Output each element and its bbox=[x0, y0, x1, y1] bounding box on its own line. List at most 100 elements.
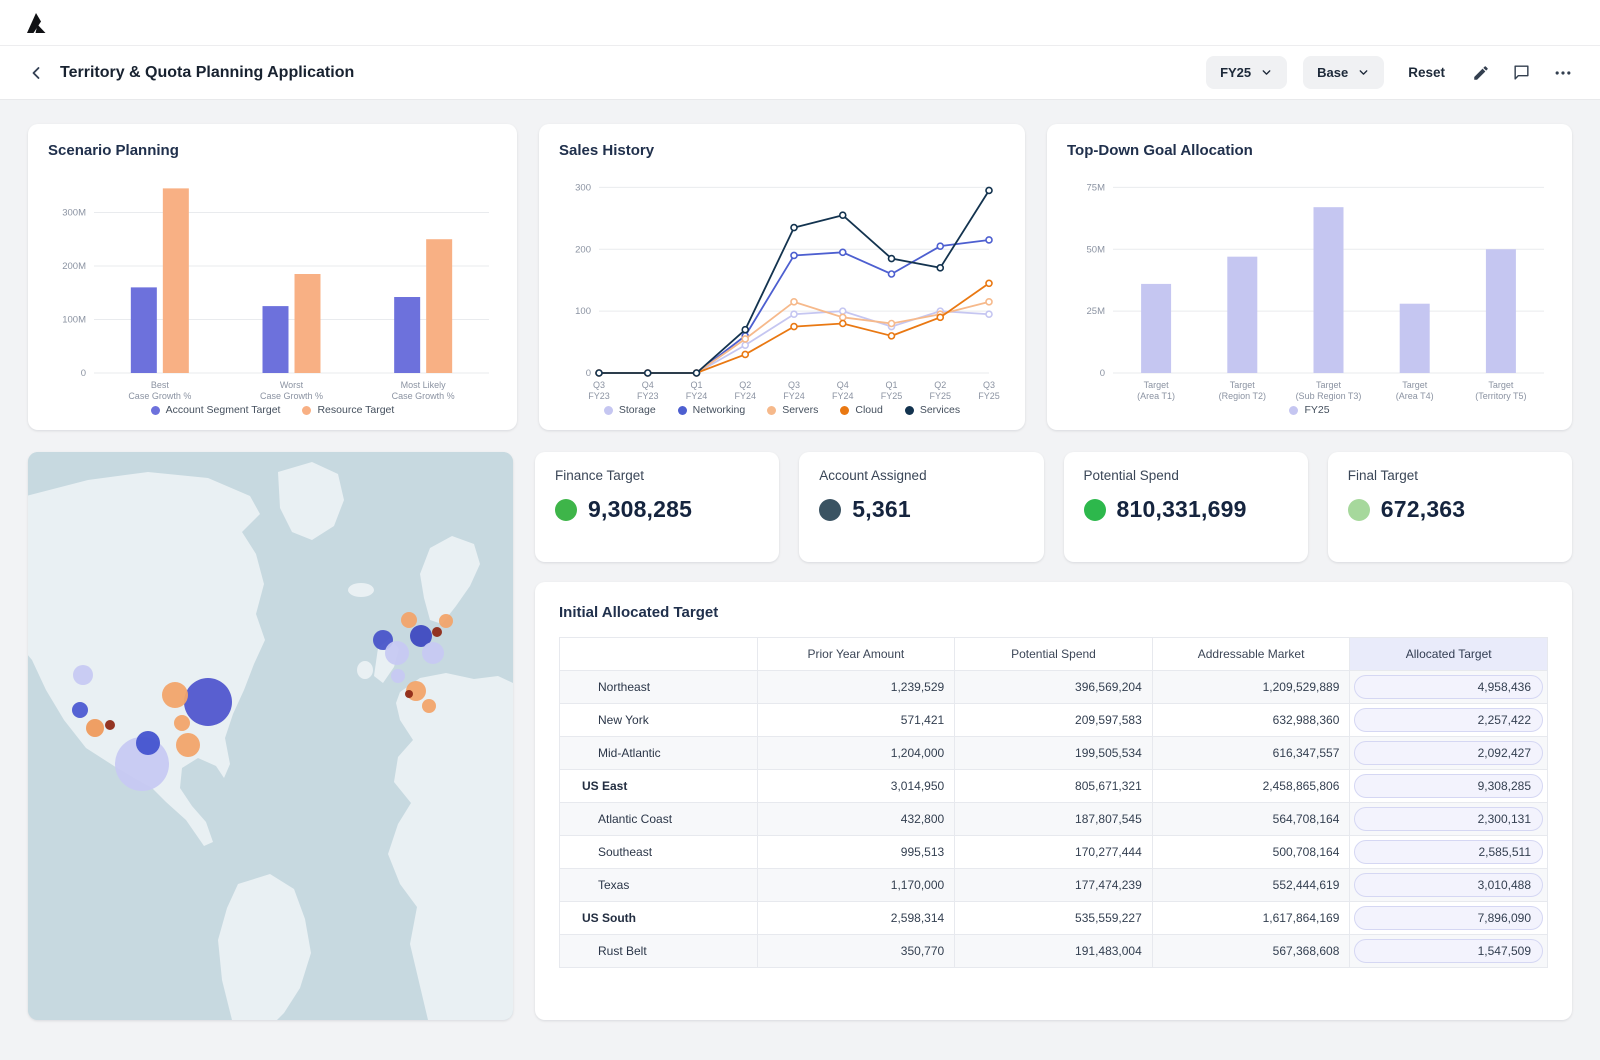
table-cell[interactable]: 2,257,422 bbox=[1349, 703, 1548, 737]
table-cell[interactable]: 191,483,004 bbox=[954, 934, 1153, 968]
kpi-label: Finance Target bbox=[555, 468, 645, 483]
table-row: US South 2,598,314 535,559,227 1,617,864,16… bbox=[559, 901, 1548, 935]
table-cell[interactable]: 4,958,436 bbox=[1349, 670, 1548, 704]
title-actions: FY25 Base Reset bbox=[1206, 56, 1576, 89]
table-cell[interactable]: 805,671,321 bbox=[954, 769, 1153, 803]
row-label[interactable]: New York bbox=[559, 703, 758, 737]
table-cell[interactable]: 500,708,164 bbox=[1151, 835, 1351, 869]
table-cell[interactable]: 616,347,557 bbox=[1151, 736, 1351, 770]
table-cell[interactable]: 3,010,488 bbox=[1349, 868, 1548, 902]
table-cell[interactable]: 1,547,509 bbox=[1349, 934, 1548, 968]
table-cell[interactable]: 571,421 bbox=[756, 703, 956, 737]
table-cell[interactable]: 1,209,529,889 bbox=[1151, 670, 1351, 704]
chevron-down-icon bbox=[1359, 70, 1368, 75]
map-bubble bbox=[410, 625, 432, 647]
table-cell[interactable]: 567,368,608 bbox=[1151, 934, 1351, 968]
row-label[interactable]: Mid-Atlantic bbox=[559, 736, 758, 770]
row-label[interactable]: Rust Belt bbox=[559, 934, 758, 968]
table-row: US East 3,014,950 805,671,321 2,458,865,806… bbox=[559, 769, 1548, 803]
kpi-label: Potential Spend bbox=[1083, 468, 1179, 483]
map-bubble bbox=[432, 627, 442, 637]
table-cell[interactable]: 632,988,360 bbox=[1151, 703, 1351, 737]
table-cell[interactable]: 7,896,090 bbox=[1349, 901, 1548, 935]
table-cell[interactable]: 170,277,444 bbox=[954, 835, 1153, 869]
table-cell[interactable]: 995,513 bbox=[756, 835, 956, 869]
map-bubble bbox=[439, 614, 453, 628]
table-cell[interactable]: 432,800 bbox=[756, 802, 956, 836]
map-bubble bbox=[162, 682, 188, 708]
row-label[interactable]: Atlantic Coast bbox=[559, 802, 758, 836]
allocated-target-pill[interactable]: 2,092,427 bbox=[1354, 741, 1543, 765]
allocated-target-pill[interactable]: 1,547,509 bbox=[1354, 939, 1543, 963]
kpi-row: Finance Target 9,308,285 Account Assigned 5… bbox=[535, 452, 1572, 562]
landmass-iceland bbox=[348, 583, 374, 597]
table-cell[interactable]: 535,559,227 bbox=[954, 901, 1153, 935]
anaplan-logo[interactable] bbox=[24, 11, 48, 35]
table-cell[interactable]: 2,585,511 bbox=[1349, 835, 1548, 869]
table-cell[interactable]: 1,617,864,169 bbox=[1151, 901, 1351, 935]
reset-button[interactable]: Reset bbox=[1408, 65, 1445, 80]
svg-text:(Area T4): (Area T4) bbox=[1396, 391, 1434, 401]
dashboard: Scenario Planning 0 100M 200M 300M Best Case … bbox=[0, 100, 1600, 1020]
svg-text:Target: Target bbox=[1402, 380, 1428, 390]
row-label[interactable]: US East bbox=[559, 769, 758, 803]
allocated-target-pill[interactable]: 2,585,511 bbox=[1354, 840, 1543, 864]
legend-item: Resource Target bbox=[302, 404, 394, 416]
svg-text:Case Growth %: Case Growth % bbox=[260, 391, 323, 401]
row-label[interactable]: US South bbox=[559, 901, 758, 935]
line-series bbox=[599, 239, 990, 374]
svg-text:(Territory T5): (Territory T5) bbox=[1475, 391, 1526, 401]
row-label[interactable]: Northeast bbox=[559, 670, 758, 704]
anaplan-logo-icon bbox=[27, 12, 46, 33]
allocated-target-table: Prior Year Amount Potential Spend Addressa… bbox=[559, 637, 1548, 968]
table-cell[interactable]: 1,204,000 bbox=[756, 736, 956, 770]
table-cell[interactable]: 1,239,529 bbox=[756, 670, 956, 704]
table-cell[interactable]: 2,092,427 bbox=[1349, 736, 1548, 770]
legend-dot bbox=[767, 405, 777, 415]
svg-text:0: 0 bbox=[81, 368, 86, 379]
edit-button[interactable] bbox=[1469, 61, 1493, 85]
data-point-marker bbox=[985, 236, 993, 244]
legend-label: Account Segment Target bbox=[165, 404, 281, 416]
row-label[interactable]: Texas bbox=[559, 868, 758, 902]
table-cell[interactable]: 564,708,164 bbox=[1151, 802, 1351, 836]
table-cell[interactable]: 187,807,545 bbox=[954, 802, 1153, 836]
data-point-marker bbox=[741, 325, 750, 334]
table-cell[interactable]: 2,300,131 bbox=[1349, 802, 1548, 836]
more-options-button[interactable] bbox=[1550, 60, 1576, 86]
table-cell[interactable]: 2,598,314 bbox=[756, 901, 956, 935]
table-header-row: Prior Year Amount Potential Spend Addressa… bbox=[559, 637, 1548, 671]
table-cell[interactable]: 552,444,619 bbox=[1151, 868, 1351, 902]
allocated-target-pill[interactable]: 7,896,090 bbox=[1354, 906, 1543, 930]
comments-button[interactable] bbox=[1509, 60, 1534, 85]
map-bubble bbox=[86, 719, 104, 737]
table-cell[interactable]: 3,014,950 bbox=[756, 769, 956, 803]
table-cell[interactable]: 209,597,583 bbox=[954, 703, 1153, 737]
table-cell[interactable]: 1,170,000 bbox=[756, 868, 956, 902]
allocated-target-pill[interactable]: 2,300,131 bbox=[1354, 807, 1543, 831]
table-cell[interactable]: 9,308,285 bbox=[1349, 769, 1548, 803]
allocated-target-pill[interactable]: 4,958,436 bbox=[1354, 675, 1543, 699]
chevron-down-icon bbox=[1262, 70, 1271, 75]
svg-text:Case Growth %: Case Growth % bbox=[128, 391, 191, 401]
table-cell[interactable]: 199,505,534 bbox=[954, 736, 1153, 770]
legend-dot bbox=[150, 405, 160, 415]
allocated-target-pill[interactable]: 2,257,422 bbox=[1354, 708, 1543, 732]
row-label[interactable]: Southeast bbox=[559, 835, 758, 869]
table-cell[interactable]: 177,474,239 bbox=[954, 868, 1153, 902]
data-point-marker bbox=[838, 307, 847, 315]
map-bubble bbox=[422, 642, 444, 664]
version-selector[interactable]: Base bbox=[1303, 56, 1385, 89]
data-point-marker bbox=[643, 369, 652, 377]
landmass-greenland bbox=[278, 462, 344, 540]
table-cell[interactable]: 396,569,204 bbox=[954, 670, 1153, 704]
line-series bbox=[599, 189, 990, 374]
table-cell[interactable]: 2,458,865,806 bbox=[1151, 769, 1351, 803]
allocated-target-pill[interactable]: 3,010,488 bbox=[1354, 873, 1543, 897]
svg-text:Worst: Worst bbox=[280, 380, 304, 390]
period-selector[interactable]: FY25 bbox=[1206, 56, 1288, 89]
table-cell[interactable]: 350,770 bbox=[756, 934, 956, 968]
back-button[interactable] bbox=[24, 61, 48, 85]
kpi-value-row: 672,363 bbox=[1347, 496, 1552, 523]
allocated-target-pill[interactable]: 9,308,285 bbox=[1354, 774, 1543, 798]
